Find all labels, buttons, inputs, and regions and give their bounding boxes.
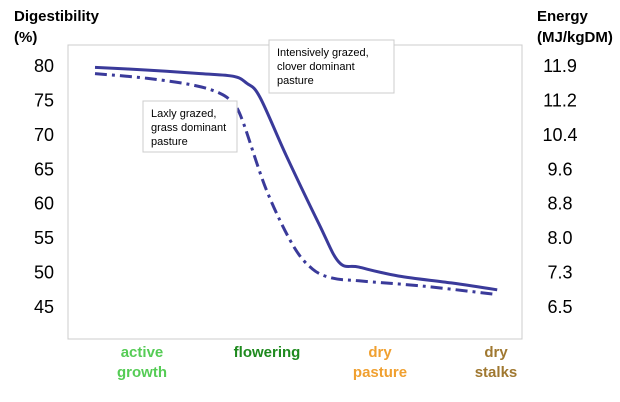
right-tick-label: 11.9 [543,56,577,76]
left-tick-label: 55 [34,228,54,248]
annotation-text-line-1: Laxly grazed, [151,108,216,120]
category-label: pasture [353,364,407,381]
right-axis-title-line-1: Energy [537,8,589,25]
left-tick-label: 45 [34,297,54,317]
category-label: dry [484,344,508,361]
category-label: dry [368,344,392,361]
category-label: stalks [475,364,518,381]
right-tick-label: 8.0 [547,228,572,248]
left-tick-label: 70 [34,125,54,145]
right-tick-label: 11.2 [543,90,577,110]
annotation-intensively-grazed: Intensively grazed, clover dominant past… [268,39,395,94]
category-label: flowering [234,344,301,361]
series-layer [94,65,498,297]
category-label: active [121,344,164,361]
right-tick-label: 7.3 [547,263,572,283]
right-tick-label: 8.8 [547,194,572,214]
annotation-box-laxly-grazed [142,100,238,153]
right-tick-label: 9.6 [547,159,572,179]
annotation-text-line-3: pasture [151,136,188,148]
annotation-laxly-grazed: Laxly grazed, grass dominant pasture [142,100,238,153]
left-tick-labels: 80 75 70 65 60 55 50 45 [34,56,54,317]
left-axis-title-line-1: Digestibility [14,8,100,25]
left-tick-label: 75 [34,90,54,110]
left-axis-title: Digestibility (%) [14,8,100,46]
right-tick-label: 6.5 [547,297,572,317]
series-line-laxly-grazed [94,72,498,297]
left-tick-label: 60 [34,194,54,214]
category-label: growth [117,364,167,381]
annotation-text-line-1: Intensively grazed, [277,47,369,59]
right-tick-labels: 11.9 11.2 10.4 9.6 8.8 8.0 7.3 6.5 [542,56,577,317]
right-axis-title-line-2: (MJ/kgDM) [537,29,613,46]
left-axis-title-line-2: (%) [14,29,37,46]
annotation-text-line-3: pasture [277,75,314,87]
right-tick-label: 10.4 [542,125,577,145]
left-tick-label: 80 [34,56,54,76]
right-axis-title: Energy (MJ/kgDM) [537,8,613,46]
category-labels: active growth flowering dry pasture dry stalks [117,344,517,381]
annotation-text-line-2: clover dominant [277,61,355,73]
left-tick-label: 65 [34,159,54,179]
series-line-intensively-grazed [94,65,498,292]
annotation-text-line-2: grass dominant [151,122,226,134]
annotation-box-intensively-grazed [268,39,395,94]
left-tick-label: 50 [34,263,54,283]
